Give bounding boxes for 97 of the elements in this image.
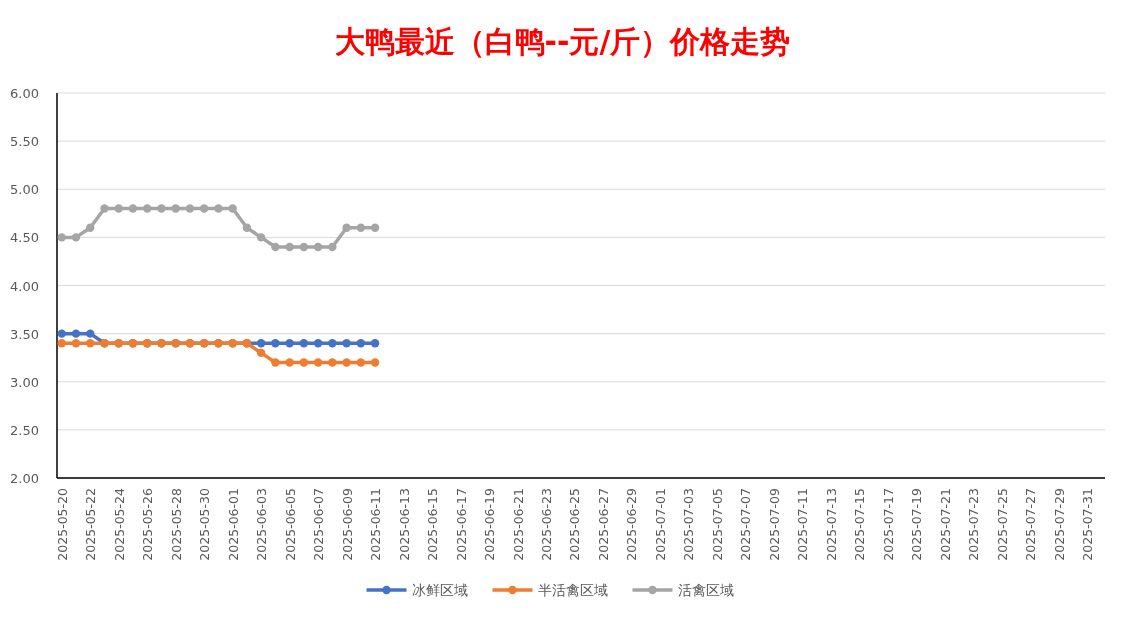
y-tick-label: 6.00 <box>10 86 39 101</box>
x-tick-label: 2025-07-21 <box>937 488 953 561</box>
y-tick-label: 3.00 <box>10 374 39 390</box>
point <box>114 204 123 213</box>
point <box>228 204 237 213</box>
point <box>128 204 138 213</box>
x-tick-label: 2025-06-23 <box>538 488 554 561</box>
point <box>342 223 351 232</box>
x-tick-label: 2025-07-03 <box>681 488 697 561</box>
point <box>256 233 266 242</box>
x-tick-label: 2025-07-27 <box>1023 488 1039 561</box>
point <box>328 242 337 252</box>
x-tick-label: 2025-07-13 <box>823 488 839 561</box>
x-tick-label: 2025-06-09 <box>339 487 355 561</box>
point <box>256 339 266 348</box>
point <box>57 233 66 242</box>
x-tick-label: 2025-05-20 <box>54 487 70 561</box>
x-tick-label: 2025-06-25 <box>567 488 583 561</box>
point <box>157 204 166 213</box>
point <box>356 223 366 232</box>
point <box>242 223 252 232</box>
point <box>199 204 209 213</box>
x-tick-label: 2025-07-17 <box>880 488 896 561</box>
point <box>143 204 152 213</box>
x-tick-label: 2025-06-15 <box>425 488 441 561</box>
x-tick-label: 2025-07-01 <box>652 488 668 561</box>
point <box>342 358 351 367</box>
x-tick-label: 2025-06-11 <box>368 488 384 561</box>
point <box>256 348 266 358</box>
x-tick-label: 2025-07-15 <box>852 488 868 561</box>
point <box>71 339 81 348</box>
point <box>214 204 223 213</box>
x-tick-label: 2025-07-23 <box>966 488 982 561</box>
point <box>313 358 323 367</box>
x-tick-label: 2025-06-03 <box>254 488 270 561</box>
point <box>299 358 309 367</box>
x-tick-label: 2025-06-01 <box>225 488 241 561</box>
point <box>185 204 195 213</box>
point <box>370 339 380 348</box>
point <box>57 339 66 348</box>
point <box>171 204 180 213</box>
point <box>285 242 294 252</box>
y-tick-label: 2.50 <box>10 422 39 438</box>
x-tick-label: 2025-07-25 <box>994 488 1010 561</box>
point <box>86 329 95 338</box>
y-tick-label: 4.00 <box>10 278 39 294</box>
point <box>328 339 337 348</box>
y-tick-label: 5.50 <box>10 134 39 150</box>
point <box>328 358 337 367</box>
point <box>356 358 366 367</box>
x-tick-label: 2025-06-19 <box>482 487 498 561</box>
x-tick-label: 2025-07-07 <box>738 488 754 561</box>
point <box>299 339 309 348</box>
legend-label: 冰鲜区域 <box>411 582 468 598</box>
x-tick-label: 2025-07-09 <box>766 487 782 561</box>
y-tick-label: 4.50 <box>10 230 39 246</box>
point <box>313 242 323 252</box>
point <box>57 329 66 338</box>
x-tick-label: 2025-07-31 <box>1080 488 1096 561</box>
x-tick-label: 2025-07-05 <box>709 488 725 561</box>
x-tick-label: 2025-05-30 <box>197 487 213 561</box>
y-tick-label: 3.50 <box>10 326 39 342</box>
x-tick-label: 2025-05-28 <box>168 487 184 561</box>
point <box>370 223 380 232</box>
point <box>71 329 81 338</box>
point <box>342 339 351 348</box>
x-tick-label: 2025-06-07 <box>311 488 327 561</box>
point <box>356 339 366 348</box>
legend-label: 活禽区域 <box>677 582 734 598</box>
point <box>271 339 280 348</box>
x-tick-label: 2025-06-27 <box>595 488 611 561</box>
x-tick-label: 2025-06-05 <box>282 488 298 561</box>
x-tick-label: 2025-05-22 <box>83 488 99 561</box>
legend-label: 半活禽区域 <box>537 582 608 598</box>
point <box>86 223 95 232</box>
x-tick-label: 2025-07-29 <box>1051 487 1067 561</box>
point <box>86 339 95 348</box>
y-tick-label: 5.00 <box>10 182 39 198</box>
point <box>313 339 323 348</box>
chart-title: 大鸭最近（白鸭--元/斤）价格走势 <box>334 24 791 59</box>
point <box>100 204 109 213</box>
x-tick-label: 2025-06-29 <box>624 487 640 561</box>
x-tick-label: 2025-06-17 <box>453 488 469 561</box>
point <box>370 358 380 367</box>
point <box>299 242 309 252</box>
point <box>285 339 294 348</box>
x-tick-label: 2025-06-21 <box>510 488 526 561</box>
point <box>271 242 280 252</box>
x-tick-label: 2025-05-26 <box>140 487 156 561</box>
x-tick-label: 2025-05-24 <box>111 487 127 561</box>
x-tick-label: 2025-06-13 <box>396 488 412 561</box>
point <box>285 358 294 367</box>
point <box>271 358 280 367</box>
point <box>71 233 81 242</box>
x-tick-label: 2025-07-19 <box>909 487 925 561</box>
x-tick-label: 2025-07-11 <box>795 488 811 561</box>
y-tick-label: 2.00 <box>10 471 39 486</box>
